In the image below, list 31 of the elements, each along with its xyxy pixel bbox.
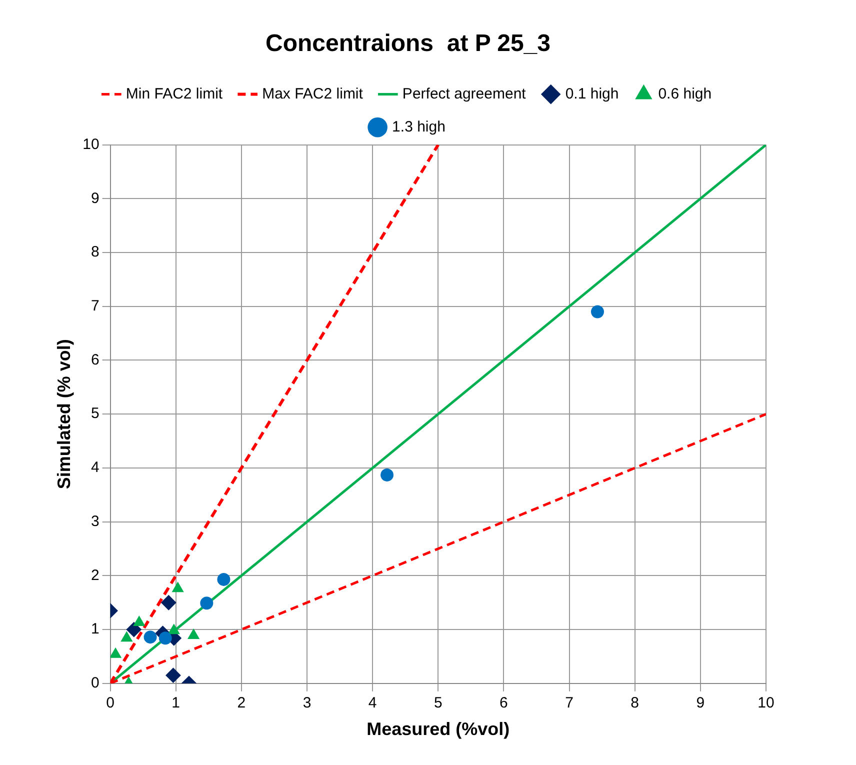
- y-tick-label: 7: [90, 298, 100, 315]
- x-tick-label: 5: [434, 694, 442, 712]
- x-tick-label: 0: [106, 694, 114, 712]
- x-tick-label: 7: [565, 694, 574, 712]
- x-tick-label: 2: [237, 694, 246, 712]
- x-tick-label: 10: [758, 694, 774, 712]
- y-tick-label: 6: [90, 351, 100, 368]
- x-tick-label: 4: [368, 694, 377, 712]
- chart-title: Concentraions at P 25_3: [266, 30, 550, 58]
- y-tick-label: 4: [90, 459, 100, 476]
- x-tick-label: 1: [172, 694, 180, 712]
- y-tick-label: 9: [90, 190, 100, 207]
- y-tick-label: 8: [90, 244, 100, 261]
- legend-label: Max FAC2 limit: [262, 85, 364, 102]
- legend-label: 1.3 high: [392, 118, 446, 136]
- y-tick-label: 2: [90, 566, 100, 584]
- x-tick-label: 9: [696, 694, 705, 712]
- x-tick-label: 8: [630, 694, 640, 712]
- legend-label: 0.6 high: [658, 85, 712, 102]
- y-tick-label: 5: [90, 405, 100, 422]
- x-tick-label: 6: [500, 694, 508, 712]
- y-tick-label: 0: [90, 674, 100, 692]
- legend-label: Min FAC2 limit: [126, 85, 224, 102]
- y-axis-title: Simulated (% vol): [54, 339, 74, 490]
- y-tick-label: 1: [90, 620, 100, 638]
- y-tick-label: 3: [90, 512, 100, 530]
- x-axis-title: Measured (%vol): [366, 719, 510, 740]
- legend-label: 0.1 high: [565, 85, 619, 102]
- y-tick-label: 10: [82, 136, 100, 153]
- legend-label: Perfect agreement: [402, 85, 527, 102]
- x-tick-label: 3: [302, 694, 312, 712]
